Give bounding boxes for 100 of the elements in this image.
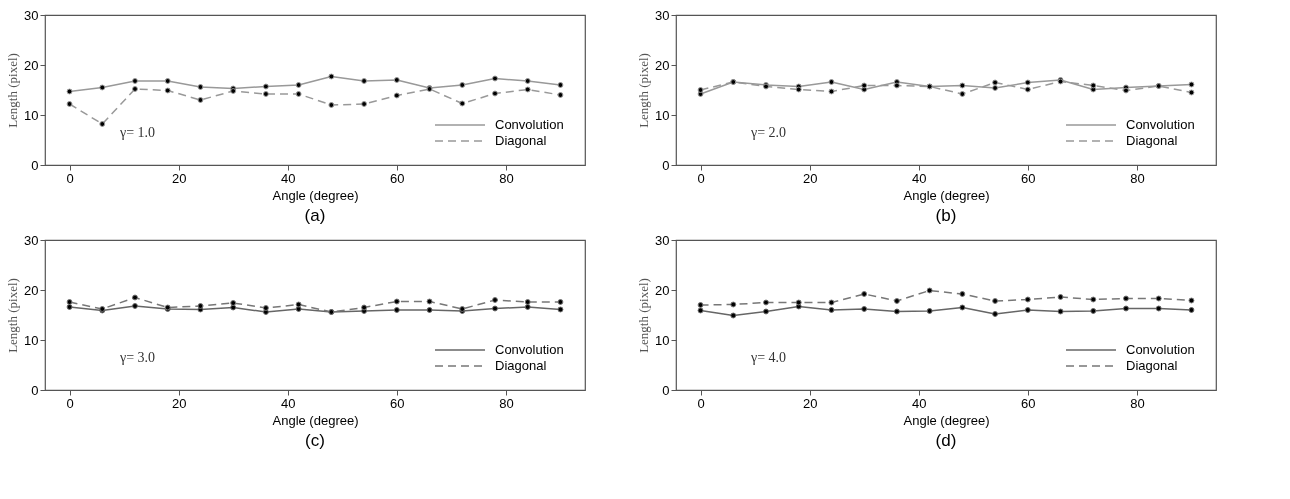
- point: [1188, 89, 1195, 96]
- x-axis-title: Angle (degree): [272, 412, 359, 428]
- point: [295, 91, 302, 97]
- point: [861, 306, 868, 312]
- point: [1155, 295, 1162, 302]
- point: [230, 300, 237, 306]
- point: [328, 102, 335, 108]
- point: [492, 305, 498, 312]
- point: [295, 306, 302, 312]
- point: [262, 83, 269, 90]
- point: [524, 304, 531, 310]
- point: [893, 308, 900, 315]
- point: [262, 309, 269, 315]
- y-tick-label: 20: [655, 282, 670, 298]
- y-tick-label: 30: [655, 232, 670, 248]
- y-tick-label: 10: [24, 332, 39, 348]
- y-tick-label: 10: [655, 332, 670, 348]
- point: [959, 82, 966, 89]
- x-tick-label: 80: [1130, 170, 1145, 186]
- point: [992, 311, 999, 317]
- point: [66, 88, 73, 95]
- point: [926, 287, 933, 294]
- point: [1188, 307, 1195, 313]
- point: [524, 78, 531, 84]
- x-tick-label: 0: [697, 395, 705, 411]
- point: [828, 88, 835, 95]
- x-tick-label: 60: [390, 395, 405, 411]
- point: [295, 82, 302, 88]
- y-tick-label: 30: [24, 232, 39, 248]
- x-tick-label: 0: [66, 395, 74, 411]
- y-axis-title: Length (pixel): [636, 53, 652, 128]
- y-tick-label: 0: [31, 382, 39, 398]
- x-axis-title: Angle (degree): [903, 187, 990, 203]
- y-tick-label: 10: [655, 107, 670, 123]
- legend-label: Convolution: [495, 117, 564, 132]
- x-tick-label: 0: [66, 170, 74, 186]
- point: [132, 303, 138, 309]
- point: [524, 299, 531, 305]
- point: [926, 308, 933, 314]
- x-tick-label: 20: [802, 170, 818, 186]
- point: [197, 84, 204, 90]
- point: [1024, 307, 1031, 313]
- x-tick-label: 40: [280, 395, 296, 411]
- point: [492, 75, 498, 82]
- point: [99, 121, 106, 127]
- annotation: γ= 2.0: [750, 125, 787, 140]
- point: [1188, 297, 1195, 304]
- y-tick-label: 30: [24, 7, 39, 23]
- y-tick-label: 30: [655, 7, 670, 23]
- point: [697, 302, 704, 308]
- text: (d): [935, 431, 957, 450]
- point: [132, 294, 138, 301]
- point: [361, 304, 368, 311]
- x-tick-label: 20: [802, 395, 818, 411]
- y-tick-label: 20: [24, 57, 39, 73]
- point: [1024, 86, 1031, 93]
- point: [1090, 82, 1097, 89]
- point: [426, 298, 433, 305]
- x-tick-label: 80: [1130, 395, 1145, 411]
- point: [861, 291, 868, 297]
- y-axis-title: Length (pixel): [5, 278, 21, 353]
- point: [1123, 295, 1129, 302]
- point: [99, 84, 106, 91]
- x-tick-label: 80: [499, 395, 514, 411]
- point: [828, 79, 835, 85]
- point: [992, 85, 999, 91]
- x-tick-label: 0: [697, 170, 705, 186]
- y-axis-title: Length (pixel): [636, 278, 652, 353]
- point: [697, 87, 704, 93]
- x-tick-label: 60: [1021, 395, 1036, 411]
- point: [795, 299, 802, 306]
- y-axis-title: Length (pixel): [5, 53, 21, 128]
- point: [132, 78, 138, 84]
- x-tick-label: 80: [499, 170, 514, 186]
- point: [861, 82, 868, 89]
- legend-label: Diagonal: [495, 358, 547, 373]
- point: [459, 82, 466, 88]
- point: [557, 306, 564, 313]
- point: [197, 303, 204, 309]
- y-tick-label: 0: [662, 382, 670, 398]
- legend-label: Convolution: [1126, 117, 1195, 132]
- point: [893, 82, 900, 89]
- point: [763, 308, 769, 315]
- point: [1057, 294, 1064, 300]
- legend-label: Convolution: [1126, 342, 1195, 357]
- point: [959, 91, 966, 97]
- point: [492, 90, 498, 97]
- point: [1155, 305, 1162, 312]
- point: [1188, 81, 1195, 88]
- point: [328, 73, 335, 80]
- point: [295, 301, 302, 308]
- point: [697, 307, 704, 314]
- point: [524, 86, 531, 93]
- point: [164, 87, 171, 94]
- point: [1024, 296, 1031, 303]
- point: [164, 78, 171, 84]
- text: (a): [304, 206, 326, 225]
- annotation: γ= 4.0: [750, 350, 787, 365]
- point: [730, 312, 737, 319]
- point: [393, 298, 400, 305]
